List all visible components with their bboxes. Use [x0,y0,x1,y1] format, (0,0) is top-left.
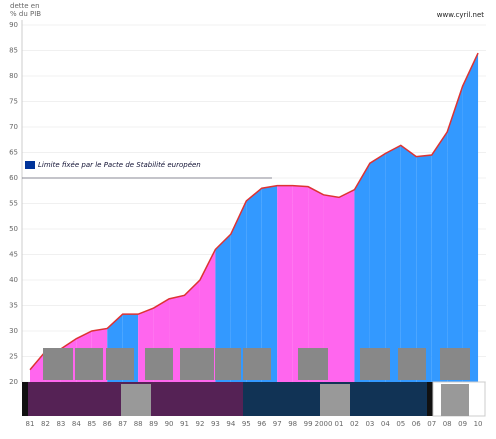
area-segment [447,86,463,382]
x-tick-label: 08 [443,420,452,428]
eu-flag [25,161,35,169]
x-tick-label: 83 [56,420,65,428]
y-tick-label: 50 [9,225,18,233]
y-label: % du PIB [10,10,41,18]
y-tick-label: 40 [9,276,18,284]
debt-line [29,52,479,371]
x-tick-label: 06 [412,420,421,428]
area-segment [369,153,386,382]
x-tick-label: 09 [458,420,467,428]
area-segment [431,132,448,382]
area-segment [230,200,247,382]
x-tick-label: 88 [134,420,143,428]
x-tick-label: 07 [427,420,436,428]
y-tick-label: 20 [9,378,18,386]
area-segment [277,185,293,382]
area-segment [323,194,339,382]
y-label: dette en [10,2,40,10]
x-tick-label: 96 [257,420,266,428]
y-tick-label: 90 [9,21,18,29]
x-tick-label: 90 [165,420,174,428]
area-segment [30,351,46,382]
x-tick-label: 81 [26,420,35,428]
annotation: Limite fixée par le Pacte de Stabilité e… [38,161,201,169]
president-band [22,381,486,417]
x-tick-label: 93 [211,420,220,428]
x-tick-label: 95 [242,420,251,428]
x-tick-label: 03 [365,420,374,428]
x-tick-label: 97 [273,420,282,428]
y-tick-label: 35 [9,302,18,310]
area-segment [292,185,309,382]
x-tick-label: 82 [41,420,50,428]
x-tick-label: 85 [87,420,96,428]
photos [43,348,470,380]
x-tick-label: 02 [350,420,359,428]
source: www.cyril.net [437,11,484,19]
x-tick-label: 04 [381,420,390,428]
x-tick-label: 84 [72,420,81,428]
y-tick-label: 55 [9,200,18,208]
y-tick-label: 25 [9,353,18,361]
y-tick-label: 80 [9,72,18,80]
x-tick-label: 92 [195,420,204,428]
area-segment [462,53,479,383]
x-tick-label: 94 [226,420,235,428]
plot: 20 25 30 35 40 45 50 55 60 65 70 75 80 85 90 Limite fix… [9,20,486,386]
x-tick-label: 05 [396,420,405,428]
area-segment [385,145,401,382]
x-tick-label: 99 [304,420,313,428]
y-tick-label: 75 [9,98,18,106]
x-tick-label: 91 [180,420,189,428]
x-tick-label: 98 [288,420,297,428]
x-tick-label: 10 [474,420,483,428]
x-tick-label: 86 [103,420,112,428]
x-tick-label: 87 [118,420,127,428]
y-tick-label: 60 [9,174,18,182]
y-tick-label: 85 [9,47,18,55]
y-tick-label: 45 [9,251,18,259]
y-tick-label: 30 [9,327,18,335]
x-tick-label: 2000 [315,420,333,428]
area-segment [246,188,262,382]
x-tick-label: 89 [149,420,158,428]
area-segment [261,185,278,382]
area-segment [215,234,231,382]
area-segment [400,145,417,382]
area-segment [354,163,370,382]
area-segment [416,155,432,382]
x-tick-label: 01 [335,420,344,428]
y-tick-label: 70 [9,123,18,131]
y-tick-label: 65 [9,149,18,157]
area-segment [308,186,324,382]
area-segment [339,189,355,382]
